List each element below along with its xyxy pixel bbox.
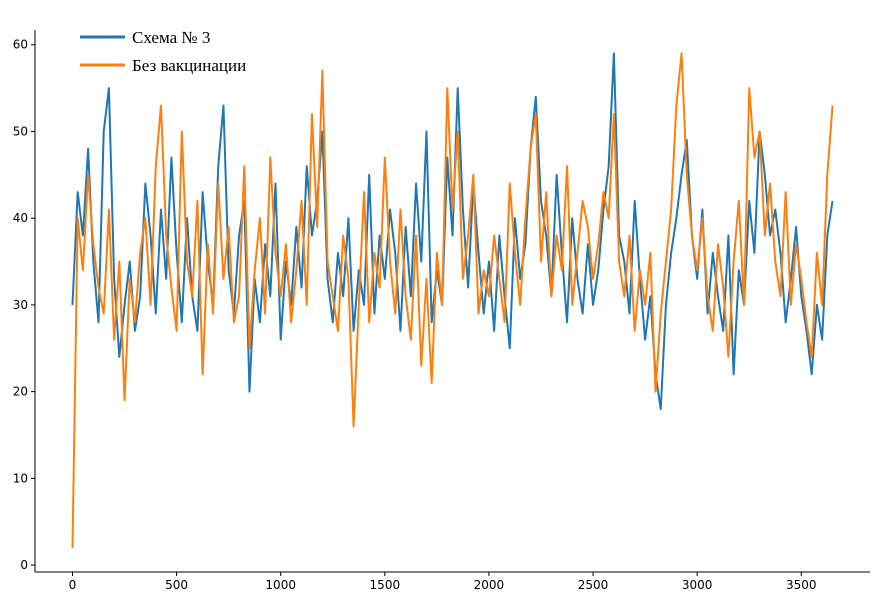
y-tick-label: 10 (13, 471, 28, 485)
x-tick-label: 1500 (370, 578, 401, 592)
y-tick-label: 30 (13, 298, 28, 312)
y-tick-label: 50 (13, 124, 28, 138)
y-tick-label: 40 (13, 211, 28, 225)
x-tick-label: 2500 (578, 578, 609, 592)
x-tick-label: 0 (69, 578, 77, 592)
x-tick-label: 500 (165, 578, 188, 592)
legend: Схема № 3 Без вакцинации (80, 28, 246, 75)
y-tick-label: 20 (13, 385, 28, 399)
x-tick-label: 1000 (265, 578, 296, 592)
legend-label: Схема № 3 (132, 28, 210, 47)
legend-label: Без вакцинации (132, 56, 246, 75)
x-tick-label: 2000 (474, 578, 505, 592)
x-tick-label: 3500 (786, 578, 817, 592)
line-series (71, 52, 834, 548)
y-tick-label: 60 (13, 38, 28, 52)
x-tick-label: 3000 (682, 578, 713, 592)
y-tick-label: 0 (20, 558, 28, 572)
